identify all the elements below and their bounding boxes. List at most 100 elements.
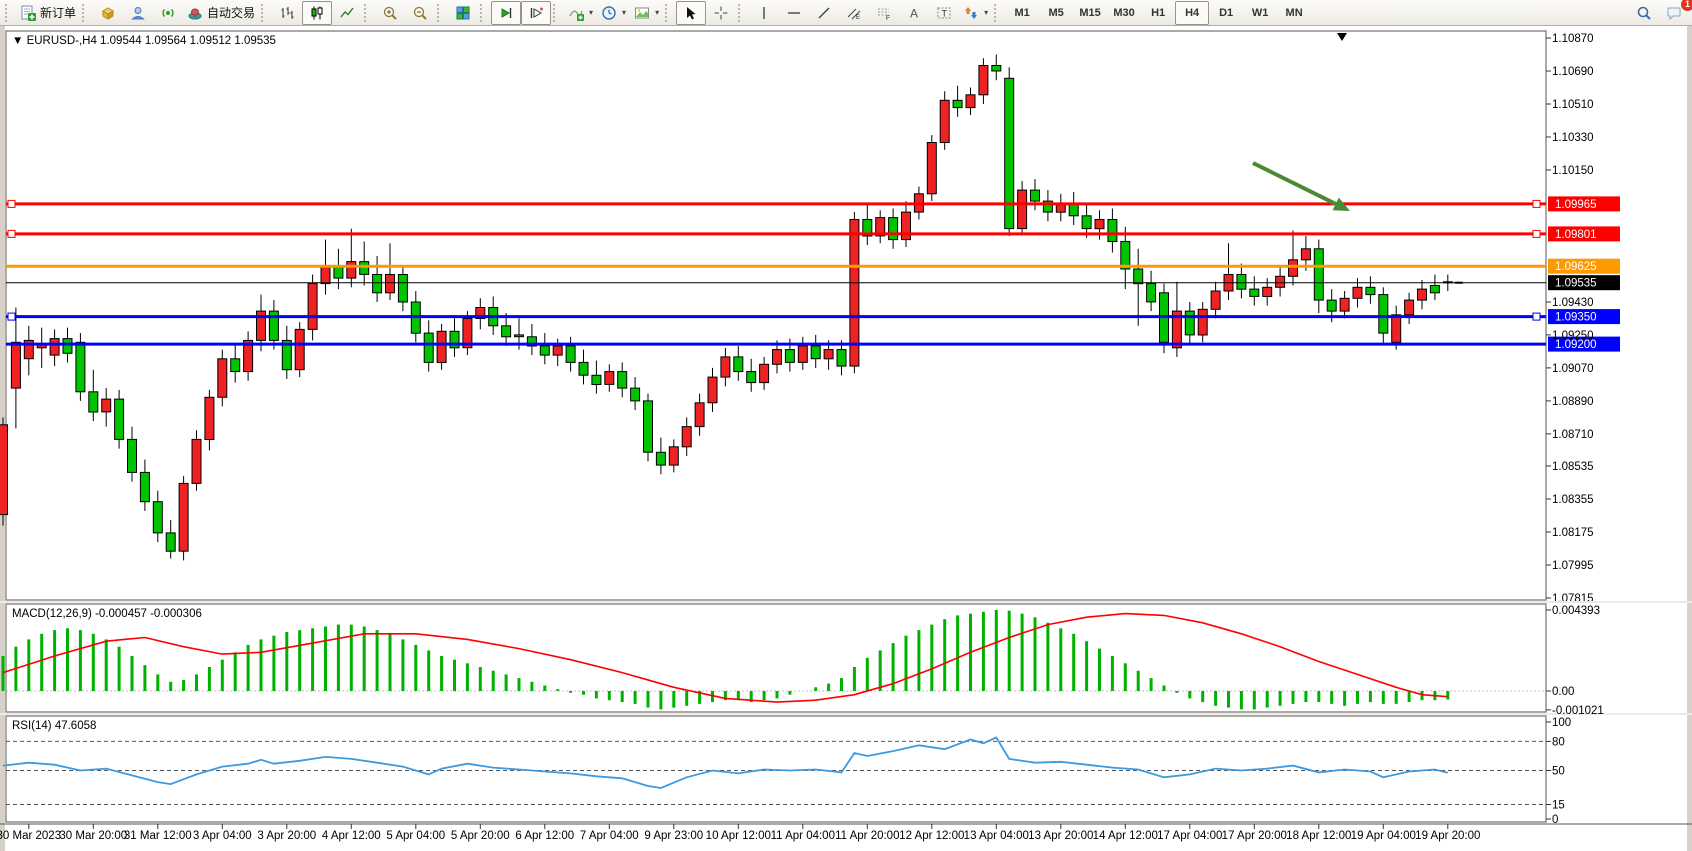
hline-1.09350[interactable]: 1.09350 [6,309,1620,325]
auto-scroll-button[interactable] [491,0,522,25]
main-toolbar: 新订单 [0,0,1692,26]
svg-text:15: 15 [1552,800,1565,812]
zoom-out-button[interactable] [405,1,435,25]
tab-timeframe-mn[interactable]: MN [1285,6,1303,19]
new-order-button[interactable]: 新订单 [16,1,80,25]
fibonacci-tool-button[interactable]: F [869,1,899,25]
channel-tool-button[interactable]: E [839,1,869,25]
toolbar-grip[interactable] [261,3,268,22]
annotation-arrow[interactable] [1252,161,1350,211]
svg-text:13 Apr 04:00: 13 Apr 04:00 [964,830,1029,842]
templates-button[interactable]: ▾ [630,1,663,25]
text-label-icon: T [937,7,951,18]
svg-text:1.09070: 1.09070 [1552,363,1594,375]
periods-caret-icon: ▾ [622,8,627,17]
tab-timeframe-w1[interactable]: W1 [1251,6,1269,19]
svg-text:100: 100 [1552,717,1571,729]
svg-text:4 Apr 12:00: 4 Apr 12:00 [322,830,381,842]
tab-timeframe-m15[interactable]: M15 [1079,6,1101,19]
bar-chart-icon [281,6,294,19]
svg-text:1.07815: 1.07815 [1552,593,1594,605]
market-watch-button[interactable] [93,1,123,25]
hline-handle[interactable] [7,199,16,208]
arrows-tool-button[interactable]: ▾ [959,1,992,25]
rsi-pane[interactable] [5,715,1547,823]
svg-text:1.10510: 1.10510 [1552,99,1594,111]
svg-text:7 Apr 04:00: 7 Apr 04:00 [580,830,639,842]
vertical-line-icon [763,6,765,19]
hline-1.09200[interactable]: 1.09200 [6,336,1620,352]
auto-trading-button[interactable]: 自动交易 [183,1,259,25]
pane-separator[interactable] [0,601,1692,603]
periods-button[interactable]: ▾ [597,1,630,25]
indicators-caret-icon: ▾ [589,8,594,17]
hline-1.09965[interactable]: 1.09965 [6,196,1620,212]
toolbar-grip[interactable] [738,3,745,22]
toolbar-grip[interactable] [437,3,444,22]
tab-timeframe-h1[interactable]: H1 [1151,6,1166,19]
hline-handle[interactable] [7,312,16,321]
chart-shift-button[interactable] [521,0,552,25]
rsi-label: RSI(14) 47.6058 [12,720,96,732]
hline-tool-button[interactable] [779,1,809,25]
window-right-edge [1687,26,1692,851]
toolbar-grip[interactable] [5,3,12,22]
hline-1.09801[interactable]: 1.09801 [6,226,1620,242]
hline-handle[interactable] [1532,199,1541,208]
shift-end-marker[interactable] [1337,33,1347,41]
cursor-tool-button[interactable] [676,0,707,25]
svg-text:1.10690: 1.10690 [1552,66,1594,78]
search-button[interactable] [1629,1,1659,25]
svg-text:1.10330: 1.10330 [1552,132,1594,144]
text-tool-button[interactable]: A [899,1,929,25]
tab-timeframe-m1[interactable]: M1 [1014,6,1030,19]
trendline-tool-button[interactable] [809,1,839,25]
bar-chart-mode-button[interactable] [272,1,302,25]
tab-timeframe-d1[interactable]: D1 [1219,6,1234,19]
svg-text:17 Apr 04:00: 17 Apr 04:00 [1157,830,1222,842]
rsi-line [2,736,1449,789]
chart-shift-icon [530,7,544,18]
indicators-button[interactable]: ▾ [564,1,597,25]
profile-button[interactable] [123,1,153,25]
text-label-tool-button[interactable]: T [929,1,959,25]
svg-text:11 Apr 04:00: 11 Apr 04:00 [771,830,835,842]
toolbar-grip[interactable] [364,3,371,22]
svg-text:12 Apr 12:00: 12 Apr 12:00 [899,830,964,842]
svg-text:1.08890: 1.08890 [1552,396,1594,408]
crosshair-tool-button[interactable] [706,1,736,25]
zoom-out-icon [413,6,427,20]
toolbar-grip[interactable] [82,3,89,22]
pane-separator[interactable] [0,713,1692,715]
auto-trading-label: 自动交易 [207,6,256,20]
toolbar-grip[interactable] [553,3,560,22]
notifications-button[interactable]: 1 [1659,0,1692,25]
arrows-caret-icon: ▾ [984,8,989,17]
toolbar-grip[interactable] [994,3,1001,22]
tile-windows-button[interactable] [448,1,478,25]
current-price-line: 1.09535 [6,275,1620,291]
toolbar-grip[interactable] [665,3,672,22]
toolbar-grip[interactable] [480,3,487,22]
svg-text:1.09430: 1.09430 [1552,297,1594,309]
price-axis: 1.10870 1.10690 1.10510 1.10330 1.10150 1.094… [1546,33,1594,605]
chart-header[interactable]: ▼ EURUSD-,H4 1.09544 1.09564 1.09512 1.0… [12,35,276,47]
tab-timeframe-m5[interactable]: M5 [1048,6,1064,19]
tab-timeframe-m30[interactable]: M30 [1113,6,1135,19]
svg-text:1.09625: 1.09625 [1555,261,1597,273]
fibonacci-icon: F [878,8,890,21]
zoom-in-button[interactable] [375,1,405,25]
hline-handle[interactable] [1532,229,1541,238]
tab-timeframe-h4[interactable]: H4 [1175,0,1210,25]
candlestick-mode-button[interactable] [302,0,333,25]
svg-text:A: A [910,6,918,20]
hline-handle[interactable] [7,229,16,238]
svg-text:T: T [942,8,948,18]
svg-text:9 Apr 23:00: 9 Apr 23:00 [644,830,703,842]
line-chart-mode-button[interactable] [332,1,362,25]
hline-handle[interactable] [1532,312,1541,321]
signals-button[interactable] [153,1,183,25]
vline-tool-button[interactable] [749,1,779,25]
hline-1.09625[interactable]: 1.09625 [6,258,1620,274]
